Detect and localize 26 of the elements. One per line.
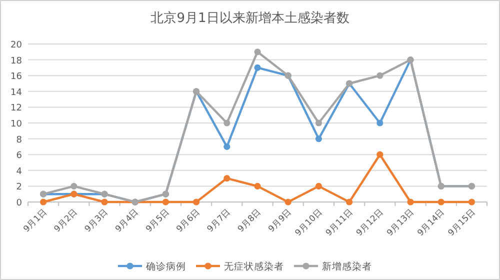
point (407, 198, 414, 206)
title: 北京9月1日以来新增本土感染者数 (150, 11, 350, 26)
point (376, 151, 384, 158)
point (346, 198, 353, 206)
point (254, 182, 261, 190)
point (254, 64, 261, 71)
point (376, 72, 384, 79)
point (254, 48, 261, 56)
point (438, 198, 444, 206)
point (224, 120, 230, 126)
point (224, 143, 230, 150)
point (315, 136, 322, 142)
point (468, 198, 475, 206)
legend-label: 新增感染者 (322, 260, 372, 272)
point (70, 182, 78, 190)
legend-label: 确诊病例 (145, 260, 186, 272)
point (40, 198, 47, 206)
point (284, 198, 292, 206)
legend-label: 无症状感染者 (224, 260, 284, 272)
point (162, 198, 169, 206)
point (224, 175, 230, 182)
point (315, 120, 322, 126)
point (193, 198, 200, 206)
point (376, 120, 384, 126)
point (101, 198, 108, 206)
point (315, 182, 322, 190)
